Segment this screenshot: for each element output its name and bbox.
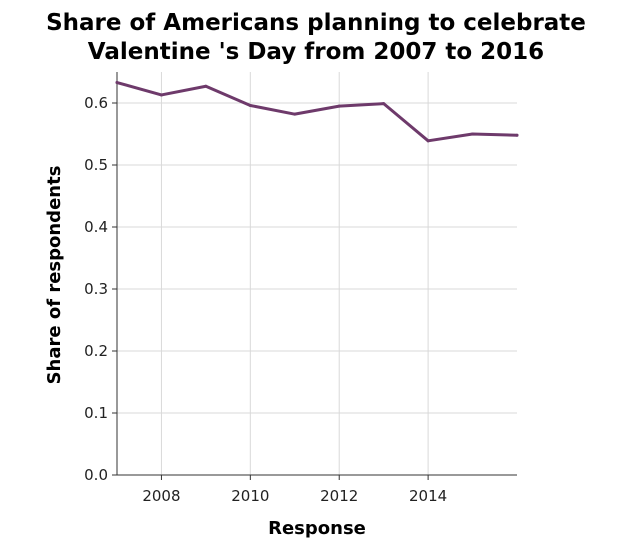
y-tick-label-6: 0.6 bbox=[84, 94, 108, 112]
x-axis-label: Response bbox=[268, 518, 366, 539]
series-lines bbox=[115, 81, 519, 143]
data-point-0-5 bbox=[337, 104, 341, 108]
axes bbox=[112, 72, 517, 480]
grid bbox=[117, 72, 517, 476]
y-tick-label-2: 0.2 bbox=[84, 342, 108, 360]
y-axis-label: Share of respondents bbox=[44, 166, 65, 385]
data-point-0-6 bbox=[382, 102, 386, 106]
x-tick-label-3: 2014 bbox=[409, 487, 447, 505]
data-point-0-8 bbox=[471, 132, 475, 136]
chart-title-line-2: Valentine 's Day from 2007 to 2016 bbox=[88, 39, 544, 65]
data-point-0-2 bbox=[204, 84, 208, 88]
x-tick-label-2: 2012 bbox=[320, 487, 358, 505]
data-point-0-9 bbox=[515, 133, 519, 137]
data-point-0-4 bbox=[293, 112, 297, 116]
y-tick-label-0: 0.0 bbox=[84, 466, 108, 484]
y-tick-label-4: 0.4 bbox=[84, 218, 108, 236]
data-point-0-7 bbox=[426, 139, 430, 143]
chart-title-line-1: Share of Americans planning to celebrate bbox=[46, 10, 586, 36]
data-point-0-0 bbox=[115, 81, 119, 85]
series-line-0 bbox=[115, 81, 519, 143]
y-tick-label-3: 0.3 bbox=[84, 280, 108, 298]
data-point-0-1 bbox=[159, 93, 163, 97]
y-tick-label-5: 0.5 bbox=[84, 156, 108, 174]
x-tick-label-1: 2010 bbox=[231, 487, 269, 505]
x-tick-label-0: 2008 bbox=[142, 487, 180, 505]
y-tick-label-1: 0.1 bbox=[84, 404, 108, 422]
tick-labels: 2008 2010 2012 2014 0.0 0.1 0.2 0.3 0.4 0.5 0.6 bbox=[84, 94, 447, 505]
data-point-0-3 bbox=[248, 103, 252, 107]
